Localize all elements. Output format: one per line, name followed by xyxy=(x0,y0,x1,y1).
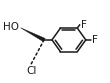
Text: HO: HO xyxy=(3,22,19,32)
Polygon shape xyxy=(20,28,45,41)
Text: F: F xyxy=(92,35,97,45)
Text: F: F xyxy=(81,20,87,30)
Text: Cl: Cl xyxy=(26,66,36,76)
